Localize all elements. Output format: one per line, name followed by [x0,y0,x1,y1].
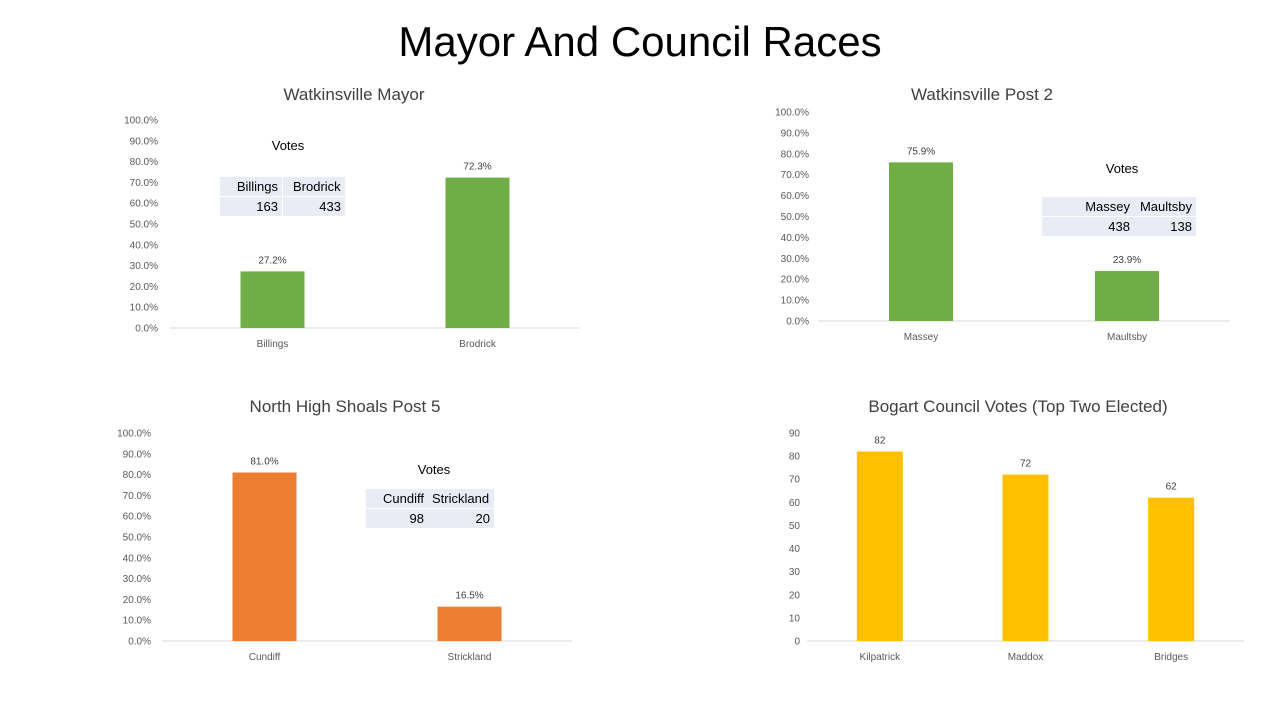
y-tick-label: 0.0% [128,637,151,648]
y-tick-label: 50 [789,521,801,532]
y-tick-label: 80.0% [130,157,158,168]
chart-title: North High Shoals Post 5 [249,397,441,416]
bar-billings [240,271,305,328]
y-tick-label: 80.0% [781,149,809,160]
bar-maddox [1002,474,1049,641]
data-label: 62 [1166,482,1178,493]
y-tick-label: 70.0% [123,491,151,502]
y-tick-label: 50.0% [130,220,158,231]
bar-maultsby [1095,271,1159,321]
x-tick-label: Strickland [448,652,492,663]
bar-kilpatrick [856,451,903,641]
bar-strickland [437,606,502,641]
votes-header-cell: Maultsby [1134,197,1196,216]
votes-header-cell: Brodrick [283,177,345,196]
chart-plot: 0.0% 10.0% 20.0% 30.0% 40.0% 50.0% 60.0% 70.0% 8… [775,108,1230,343]
x-tick-label: Maddox [1008,652,1044,663]
y-tick-label: 40.0% [130,240,158,251]
chart-plot: 0 10 20 30 40 50 60 70 80 90 82 Kilpatrick 72 Maddox 6… [789,429,1244,663]
x-tick-label: Bridges [1154,652,1188,663]
y-tick-label: 70 [789,475,801,486]
y-tick-label: 60.0% [130,199,158,210]
y-tick-label: 20.0% [123,595,151,606]
chart-title: Bogart Council Votes (Top Two Elected) [868,397,1168,416]
data-label: 75.9% [907,146,935,157]
y-tick-label: 40.0% [123,553,151,564]
y-tick-label: 10.0% [123,616,151,627]
y-tick-label: 80.0% [123,470,151,481]
votes-value-cell: 98 [366,509,428,528]
data-label: 72 [1020,459,1032,470]
chart-north-high-shoals-post-5: North High Shoals Post 5 0.0% 10.0% 20.0% 3… [0,390,640,720]
y-tick-label: 30.0% [781,254,809,265]
chart-title: Watkinsville Mayor [283,85,425,104]
slide-title: Mayor And Council Races [398,18,882,65]
votes-value-cell: 138 [1134,217,1196,236]
votes-header-cell: Billings [220,177,282,196]
y-tick-label: 20.0% [130,282,158,293]
y-tick-label: 0.0% [786,317,809,328]
votes-value-cell: 433 [283,197,345,216]
y-tick-label: 10.0% [781,296,809,307]
y-tick-label: 60.0% [123,512,151,523]
y-tick-label: 70.0% [781,170,809,181]
data-label: 27.2% [258,255,286,266]
y-tick-label: 40.0% [781,233,809,244]
bar-massey [889,162,953,321]
data-label: 72.3% [463,162,491,173]
y-tick-label: 10 [789,613,801,624]
y-tick-label: 50.0% [123,533,151,544]
y-tick-label: 100.0% [775,108,809,119]
bar-bridges [1148,497,1195,641]
y-tick-label: 0.0% [135,324,158,335]
y-tick-label: 0 [794,637,800,648]
y-tick-label: 20.0% [781,275,809,286]
chart-watkinsville-mayor: Watkinsville Mayor 0.0% 10.0% 20.0% 30.0% 40… [0,80,640,410]
bar-cundiff [232,472,297,641]
y-tick-label: 30.0% [130,261,158,272]
y-tick-label: 60 [789,498,801,509]
y-tick-label: 30.0% [123,574,151,585]
x-tick-label: Brodrick [459,339,497,350]
y-tick-label: 30 [789,567,801,578]
votes-header-cell: Strickland [428,489,494,508]
y-tick-label: 20 [789,590,801,601]
y-tick-label: 70.0% [130,178,158,189]
y-tick-label: 90.0% [130,136,158,147]
x-tick-label: Massey [904,332,938,343]
chart-plot: 0.0% 10.0% 20.0% 30.0% 40.0% 50.0% 60.0% 70.0% 8… [124,116,580,350]
y-tick-label: 60.0% [781,191,809,202]
x-tick-label: Billings [257,339,289,350]
y-tick-label: 100.0% [117,429,151,440]
chart-watkinsville-post-2: Watkinsville Post 2 0.0% 10.0% 20.0% 30.0% 4… [640,80,1280,410]
votes-header-cell: Massey [1042,197,1134,216]
votes-value-cell: 438 [1042,217,1134,236]
y-tick-label: 90 [789,429,801,440]
x-tick-label: Cundiff [249,652,281,663]
data-label: 16.5% [455,591,483,602]
y-tick-label: 100.0% [124,116,158,127]
chart-plot: 0.0% 10.0% 20.0% 30.0% 40.0% 50.0% 60.0% 70.0% 8… [117,429,572,663]
chart-bogart-council: Bogart Council Votes (Top Two Elected) 0… [640,390,1280,720]
data-label: 23.9% [1113,255,1141,266]
chart-title: Watkinsville Post 2 [910,85,1054,104]
y-tick-label: 90.0% [123,449,151,460]
x-tick-label: Maultsby [1107,332,1147,343]
y-tick-label: 50.0% [781,212,809,223]
votes-table-title: Votes [417,462,451,477]
y-tick-label: 80 [789,452,801,463]
y-tick-label: 10.0% [130,303,158,314]
votes-table-title: Votes [271,138,305,153]
votes-table-title: Votes [1105,161,1139,176]
y-tick-label: 40 [789,544,801,555]
x-tick-label: Kilpatrick [860,652,902,663]
data-label: 82 [874,435,886,446]
data-label: 81.0% [250,457,278,468]
votes-value-cell: 163 [220,197,282,216]
bar-brodrick [445,177,510,328]
y-tick-label: 90.0% [781,128,809,139]
votes-header-cell: Cundiff [366,489,428,508]
votes-value-cell: 20 [428,509,494,528]
